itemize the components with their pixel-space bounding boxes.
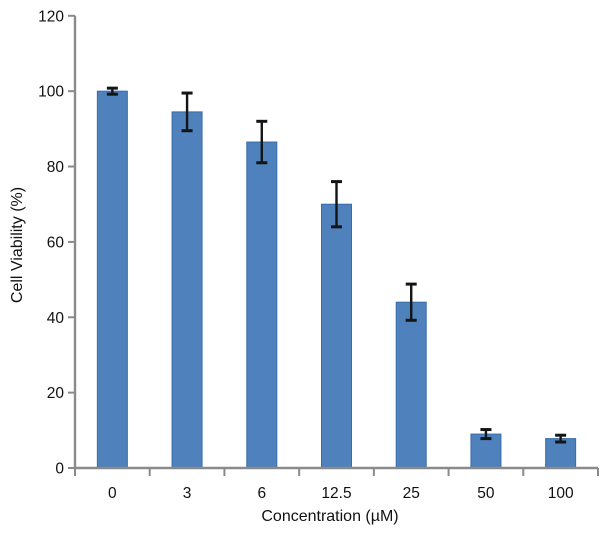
x-tick-label: 0 (108, 485, 117, 502)
y-tick-label: 80 (47, 159, 65, 176)
y-tick-label: 60 (47, 234, 65, 251)
y-tick-label: 100 (38, 84, 64, 101)
x-tick-label: 100 (548, 485, 574, 502)
y-axis-title: Cell Viability (%) (9, 187, 26, 303)
bar (395, 301, 427, 469)
chart-plot-group: 0 20 40 60 80 100 120 0 3 6 12.5 25 50 100 (38, 8, 599, 502)
y-tick-label: 0 (55, 461, 64, 478)
bar (171, 111, 203, 469)
bar (96, 90, 128, 469)
x-axis-title: Concentration (µM) (261, 508, 398, 525)
x-tick-label: 50 (477, 485, 495, 502)
x-tick-label: 6 (257, 485, 266, 502)
y-tick-label: 120 (38, 8, 64, 25)
y-tick-label: 20 (47, 385, 65, 402)
bar (321, 203, 352, 469)
y-tick-label: 40 (47, 310, 65, 327)
bar (246, 141, 278, 469)
x-tick-label: 3 (183, 485, 192, 502)
x-tick-label: 25 (403, 485, 420, 502)
x-tick-label: 12.5 (321, 485, 351, 502)
